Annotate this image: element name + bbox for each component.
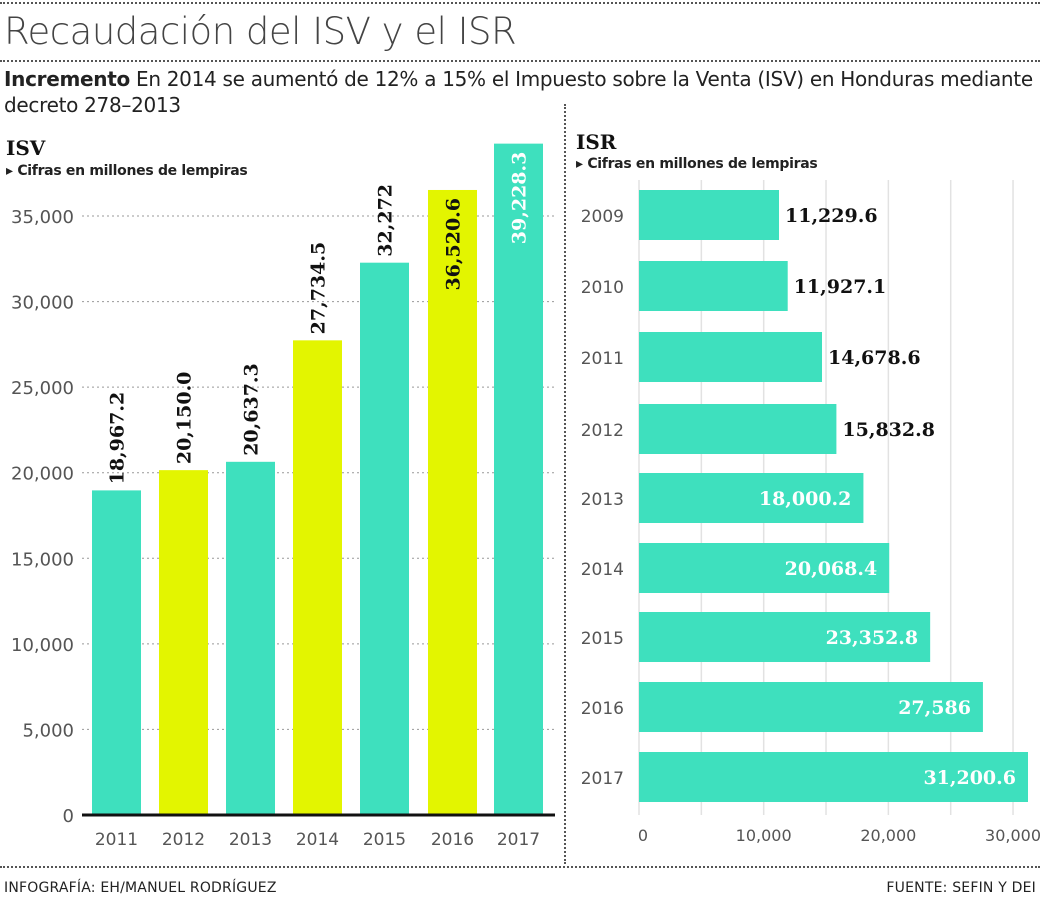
isr-xtick-label: 10,000 bbox=[736, 826, 792, 845]
isv-ytick-label: 20,000 bbox=[11, 464, 74, 485]
isr-unit-text: Cifras en millones de lempiras bbox=[587, 156, 818, 172]
isv-xtick-label: 2012 bbox=[162, 830, 205, 850]
isr-ytick-label: 2015 bbox=[581, 629, 624, 649]
isr-bar bbox=[639, 261, 788, 311]
isr-ytick-label: 2012 bbox=[581, 421, 624, 441]
isr-bar bbox=[639, 752, 1028, 802]
top-divider bbox=[0, 2, 1040, 4]
isr-bar bbox=[639, 543, 890, 593]
isv-bar bbox=[360, 262, 409, 816]
isv-value-label: 27,734.5 bbox=[308, 242, 330, 335]
isr-ytick-label: 2011 bbox=[581, 349, 624, 369]
isv-ytick-label: 10,000 bbox=[11, 635, 74, 656]
isv-value-label: 20,150.0 bbox=[174, 372, 196, 465]
isv-chart-unit: ▸ Cifras en millones de lempiras bbox=[6, 163, 248, 179]
isr-ytick-label: 2014 bbox=[581, 560, 624, 580]
isr-ytick-label: 2017 bbox=[581, 769, 624, 789]
isr-ytick-label: 2013 bbox=[581, 490, 624, 510]
isv-bar bbox=[159, 470, 208, 815]
subtitle: Incremento En 2014 se aumentó de 12% a 1… bbox=[4, 66, 1034, 118]
isr-xtick-label: 20,000 bbox=[860, 826, 916, 845]
isr-value-label: 18,000.2 bbox=[759, 488, 852, 510]
isv-xtick-label: 2015 bbox=[363, 830, 406, 850]
isr-bar bbox=[639, 332, 823, 382]
subtitle-text: En 2014 se aumentó de 12% a 15% el Impue… bbox=[4, 67, 1033, 117]
isv-bar bbox=[428, 189, 477, 815]
isr-chart: 0 10,000 20,000 30,000 11,229.6 2009 11,927.1 2… bbox=[581, 180, 1040, 845]
isv-xtick-label: 2017 bbox=[497, 830, 540, 850]
isr-value-label: 27,586 bbox=[898, 697, 971, 719]
isv-value-label: 39,228.3 bbox=[509, 152, 531, 245]
isr-bar bbox=[639, 190, 780, 240]
subtitle-bold: Incremento bbox=[4, 67, 130, 91]
isr-chart-unit: ▸ Cifras en millones de lempiras bbox=[576, 156, 818, 172]
isv-xtick-label: 2011 bbox=[95, 830, 138, 850]
isr-value-label: 11,927.1 bbox=[794, 276, 887, 298]
isr-chart-title: ISR bbox=[576, 130, 617, 154]
isv-bar bbox=[226, 461, 275, 815]
isv-bar bbox=[293, 340, 342, 815]
isr-value-label: 11,229.6 bbox=[785, 205, 878, 227]
isv-ytick-label: 0 bbox=[63, 806, 74, 827]
isv-chart: 0 5,000 10,000 15,000 20,000 25,000 30,000 35,0… bbox=[11, 143, 555, 850]
isr-bar bbox=[639, 473, 864, 523]
isv-ytick-label: 25,000 bbox=[11, 378, 74, 399]
isr-xtick-label: 0 bbox=[638, 826, 648, 845]
isr-value-label: 15,832.8 bbox=[842, 419, 935, 441]
column-divider bbox=[564, 104, 566, 864]
footer-divider bbox=[0, 866, 1040, 868]
isr-value-label: 20,068.4 bbox=[785, 558, 878, 580]
footer-source: FUENTE: SEFIN Y DEI bbox=[886, 880, 1036, 896]
isr-bar bbox=[639, 404, 837, 454]
isv-value-label: 18,967.2 bbox=[107, 392, 129, 485]
isv-value-label: 20,637.3 bbox=[241, 363, 263, 456]
isv-bar bbox=[494, 143, 543, 815]
isv-ytick-label: 5,000 bbox=[22, 720, 74, 741]
isv-ytick-label: 35,000 bbox=[11, 207, 74, 228]
isr-bar bbox=[639, 612, 931, 662]
isr-ytick-label: 2016 bbox=[581, 699, 624, 719]
isr-ytick-label: 2009 bbox=[581, 207, 624, 227]
isv-xtick-label: 2014 bbox=[296, 830, 339, 850]
isv-value-label: 32,272 bbox=[375, 184, 397, 257]
isv-value-label: 36,520.6 bbox=[443, 198, 465, 291]
isr-value-label: 14,678.6 bbox=[828, 347, 921, 369]
isv-ytick-label: 30,000 bbox=[11, 293, 74, 314]
isv-chart-title: ISV bbox=[6, 136, 46, 160]
isv-xtick-label: 2016 bbox=[431, 830, 474, 850]
page-title: Recaudación del ISV y el ISR bbox=[4, 10, 517, 53]
isv-unit-text: Cifras en millones de lempiras bbox=[17, 163, 248, 179]
isv-xtick-label: 2013 bbox=[229, 830, 272, 850]
isr-ytick-label: 2010 bbox=[581, 278, 624, 298]
isr-xtick-label: 30,000 bbox=[985, 826, 1040, 845]
footer-credit: INFOGRAFÍA: EH/MANUEL RODRÍGUEZ bbox=[4, 880, 277, 896]
isv-ytick-label: 15,000 bbox=[11, 549, 74, 570]
isv-bar bbox=[92, 490, 141, 815]
isr-bar bbox=[639, 682, 983, 732]
isr-value-label: 31,200.6 bbox=[923, 767, 1016, 789]
isr-value-label: 23,352.8 bbox=[826, 627, 919, 649]
title-divider bbox=[0, 60, 1040, 62]
